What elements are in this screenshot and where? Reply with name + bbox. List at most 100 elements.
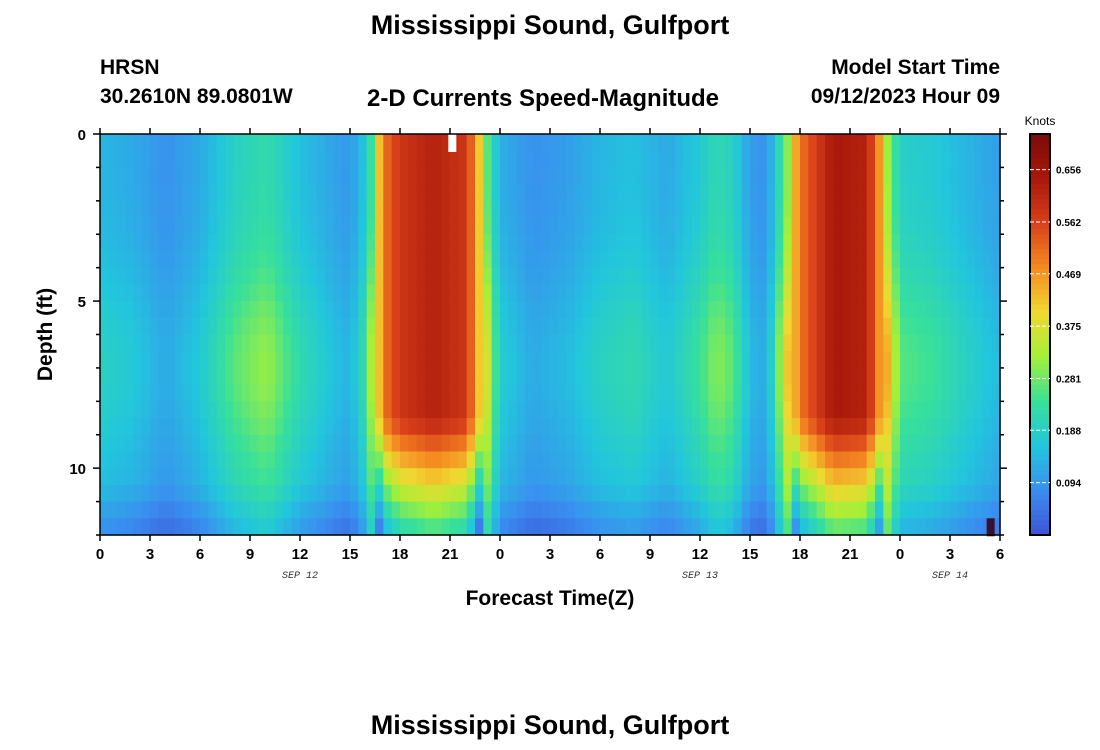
heatmap-cell — [900, 384, 909, 402]
heatmap-cell — [375, 217, 384, 235]
heatmap-cell — [966, 384, 976, 402]
heatmap-cell — [950, 267, 959, 285]
heatmap-cell — [833, 518, 843, 536]
heatmap-cell — [733, 234, 743, 252]
heatmap-cell — [300, 234, 309, 252]
colorbar-segment — [1030, 229, 1050, 235]
heatmap-cell — [475, 167, 484, 185]
heatmap-cell — [525, 317, 534, 336]
heatmap-cell — [708, 267, 718, 285]
heatmap-cell — [500, 434, 509, 453]
heatmap-cell — [950, 367, 959, 386]
heatmap-cell — [416, 217, 426, 235]
heatmap-cell — [158, 484, 168, 503]
heatmap-cell — [191, 468, 201, 486]
x-tick-label: 6 — [996, 546, 1004, 563]
heatmap-cell — [616, 484, 626, 503]
heatmap-cell — [908, 167, 918, 185]
heatmap-cell — [150, 250, 159, 269]
heatmap-cell — [458, 351, 468, 369]
heatmap-cell — [275, 301, 284, 319]
heatmap-cell — [583, 234, 593, 252]
heatmap-cell — [533, 167, 543, 185]
heatmap-cell — [441, 134, 451, 152]
heatmap-cell — [250, 200, 259, 219]
heatmap-cell — [316, 367, 326, 386]
heatmap-cell — [283, 267, 293, 285]
heatmap-cell — [800, 401, 809, 419]
heatmap-cell — [116, 200, 126, 219]
heatmap-cell — [608, 401, 618, 419]
heatmap-cell — [875, 200, 884, 219]
colorbar-segment — [1030, 144, 1050, 150]
heatmap-cell — [241, 301, 251, 319]
heatmap-cell — [733, 384, 743, 402]
colorbar-segment — [1030, 309, 1050, 316]
heatmap-cell — [258, 501, 268, 519]
heatmap-cell — [258, 484, 268, 503]
heatmap-cell — [675, 468, 684, 486]
heatmap-cell — [625, 167, 634, 185]
heatmap-cell — [700, 167, 709, 185]
heatmap-cell — [666, 384, 676, 402]
heatmap-cell — [633, 167, 643, 185]
heatmap-cell — [641, 301, 651, 319]
heatmap-cell — [933, 167, 943, 185]
heatmap-cell — [433, 334, 443, 352]
heatmap-cell — [475, 451, 484, 469]
heatmap-cell — [616, 501, 626, 519]
heatmap-cell — [958, 367, 968, 386]
heatmap-cell — [241, 518, 251, 536]
heatmap-cell — [666, 234, 676, 252]
heatmap-cell — [100, 401, 109, 419]
heatmap-cell — [991, 167, 1001, 185]
heatmap-cell — [408, 401, 418, 419]
heatmap-cell — [883, 167, 893, 185]
heatmap-cell — [158, 518, 168, 536]
x-tick-label: 21 — [842, 546, 859, 563]
heatmap-cell — [800, 250, 809, 269]
heatmap-cell — [925, 501, 934, 519]
heatmap-cell — [775, 234, 784, 252]
heatmap-cell — [383, 184, 393, 202]
heatmap-cell — [541, 334, 551, 352]
heatmap-cell — [575, 234, 584, 252]
heatmap-cell — [675, 150, 684, 169]
heatmap-cell — [491, 384, 501, 402]
heatmap-cell — [825, 150, 834, 169]
heatmap-cell — [341, 250, 351, 269]
heatmap-cell — [983, 468, 993, 486]
heatmap-cell — [825, 167, 834, 185]
colorbar-segment — [1030, 529, 1050, 536]
heatmap-cell — [150, 468, 159, 486]
heatmap-cell — [983, 167, 993, 185]
heatmap-cell — [125, 234, 134, 252]
heatmap-cell — [633, 234, 643, 252]
heatmap-cell — [783, 317, 793, 336]
heatmap-cell — [675, 501, 684, 519]
heatmap-cell — [775, 167, 784, 185]
heatmap-cell — [875, 468, 884, 486]
heatmap-cell — [275, 418, 284, 436]
heatmap-cell — [716, 317, 726, 336]
heatmap-cell — [566, 284, 576, 302]
heatmap-cell — [625, 518, 634, 536]
heatmap-cell — [191, 384, 201, 402]
heatmap-cell — [225, 267, 234, 285]
heatmap-cell — [666, 167, 676, 185]
heatmap-cell — [133, 234, 143, 252]
heatmap-cell — [233, 384, 243, 402]
heatmap-cell — [116, 501, 126, 519]
heatmap-cell — [650, 250, 659, 269]
heatmap-cell — [216, 501, 226, 519]
heatmap-cell — [150, 267, 159, 285]
heatmap-cell — [333, 501, 343, 519]
heatmap-cell — [525, 200, 534, 219]
heatmap-cell — [725, 250, 734, 269]
heatmap-cell — [933, 501, 943, 519]
heatmap-cell — [708, 484, 718, 503]
heatmap-cell — [158, 250, 168, 269]
heatmap-cell — [900, 501, 909, 519]
heatmap-cell — [775, 134, 784, 152]
heatmap-cell — [833, 267, 843, 285]
